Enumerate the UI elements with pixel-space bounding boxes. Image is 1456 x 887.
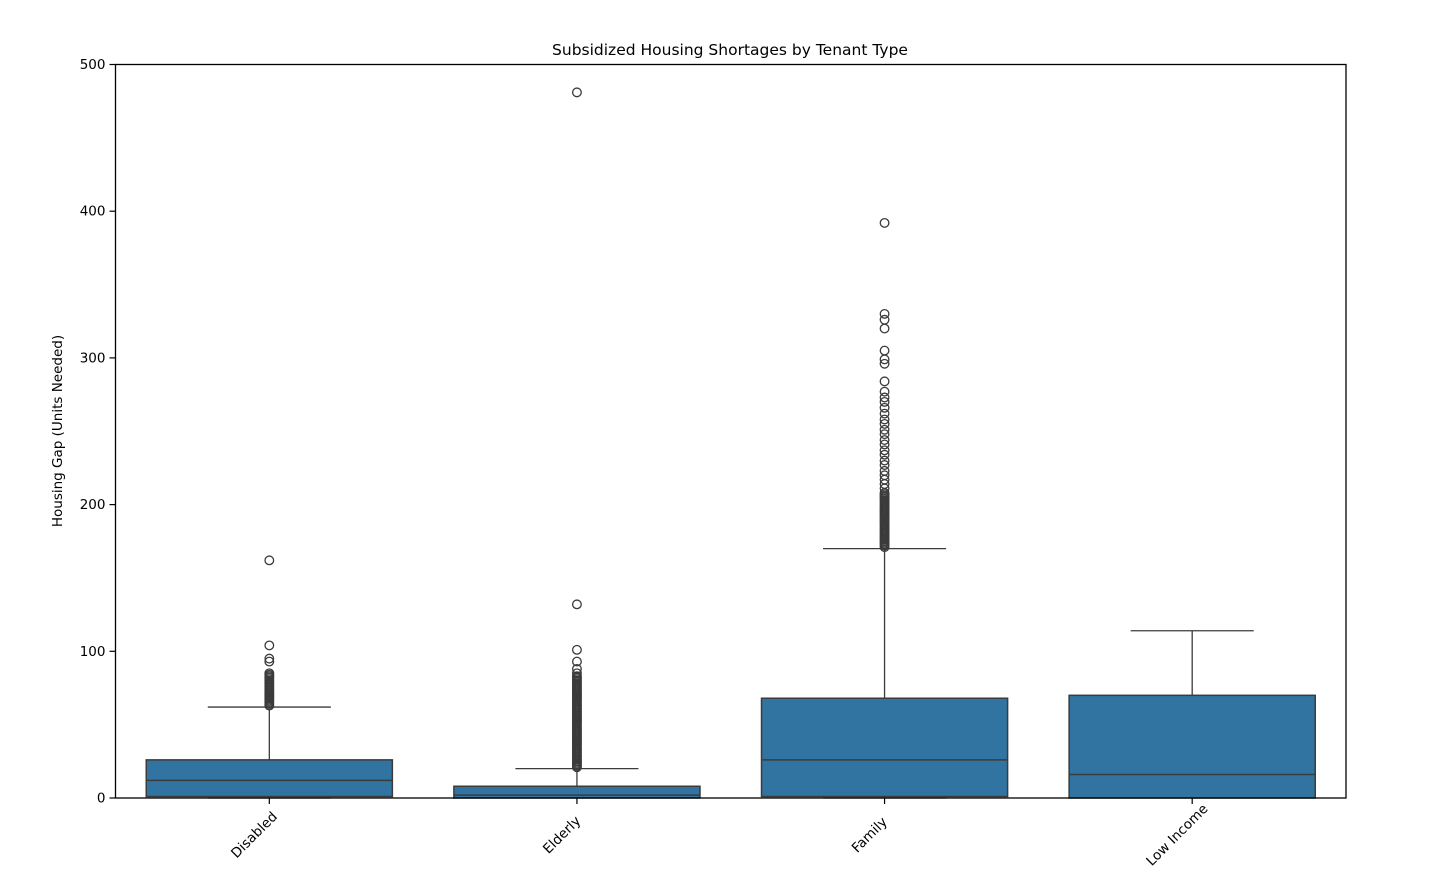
y-tick-label: 300 — [80, 350, 106, 366]
outlier-point-family — [879, 402, 890, 413]
outlier-point-family — [879, 424, 890, 435]
x-tick-label-disabled: Disabled — [228, 809, 281, 862]
outlier-point-family — [879, 429, 890, 440]
outlier-point-family — [879, 408, 890, 419]
outlier-point-family — [879, 455, 890, 466]
outlier-point-family — [879, 386, 890, 397]
outlier-point-elderly — [571, 668, 582, 679]
outlier-point-family — [879, 323, 890, 334]
x-tick-label-low-income: Low Income — [1143, 801, 1211, 869]
y-axis-label: Housing Gap (Units Needed) — [50, 335, 66, 527]
outlier-point-family — [879, 217, 890, 228]
outlier-point-family — [879, 376, 890, 387]
plot-content: 0 100 200 300 400 500 Disabled Elderly Family Low… — [80, 57, 1347, 869]
outlier-point-elderly — [571, 87, 582, 98]
outlier-point-family — [879, 460, 890, 470]
outlier-point-elderly — [571, 644, 582, 655]
outlier-point-family — [879, 308, 890, 319]
outlier-point-family — [879, 445, 890, 456]
y-tick-label: 100 — [80, 644, 106, 660]
outlier-point-family — [879, 465, 890, 476]
x-tick-label-family: Family — [849, 814, 891, 856]
axes-frame — [114, 63, 1347, 799]
y-tick-label: 500 — [80, 57, 106, 73]
outlier-point-family — [879, 439, 890, 450]
box-disabled — [145, 759, 394, 798]
outlier-point-disabled — [264, 555, 275, 566]
outlier-point-disabled — [264, 656, 275, 667]
outlier-point-disabled — [264, 640, 275, 651]
outlier-point-elderly — [571, 663, 582, 674]
outlier-point-family — [879, 392, 890, 403]
outlier-point-family — [879, 345, 890, 356]
outlier-point-elderly — [571, 656, 582, 667]
outlier-point-elderly — [571, 671, 582, 682]
y-tick-label: 400 — [80, 204, 106, 220]
outlier-point-family — [879, 414, 890, 425]
outlier-point-family — [879, 418, 890, 429]
chart-title: Subsidized Housing Shortages by Tenant T… — [552, 41, 908, 59]
outlier-point-family — [879, 435, 890, 446]
outlier-point-family — [879, 449, 890, 460]
y-tick-label: 0 — [97, 791, 106, 807]
y-tick-label: 200 — [80, 497, 106, 513]
box-low-income — [1068, 694, 1316, 799]
box-family — [760, 697, 1009, 798]
outlier-point-family — [879, 396, 890, 407]
x-tick-label-elderly: Elderly — [540, 813, 584, 857]
outlier-point-family — [879, 358, 890, 369]
outlier-point-family — [879, 314, 890, 325]
outlier-point-elderly — [571, 599, 582, 610]
box-elderly — [453, 785, 701, 799]
outlier-point-family — [879, 470, 890, 481]
outlier-point-disabled — [264, 668, 275, 679]
outlier-point-disabled — [264, 653, 275, 664]
